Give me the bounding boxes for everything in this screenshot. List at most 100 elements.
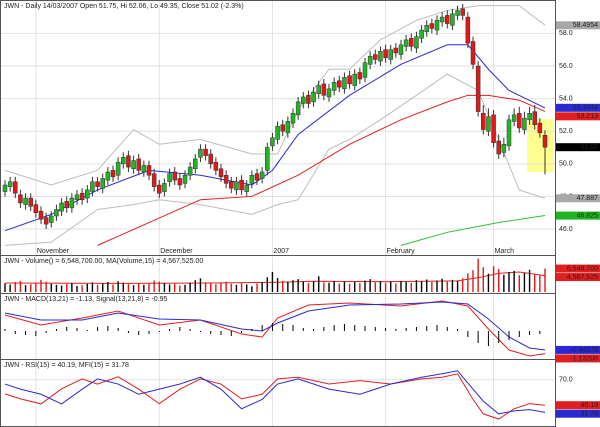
volume-bar [30,284,32,292]
volume-bar [462,278,464,292]
indicator-line [97,94,546,246]
value-label: 58.4954 [573,22,598,29]
y-tick-label: 52.0 [559,128,573,135]
candle-body [254,173,260,181]
candle-body [64,201,69,209]
candle-body [429,23,435,29]
volume-bar [369,279,371,292]
candle-body [398,44,404,55]
candle-body [177,178,183,186]
volume-bar [45,281,47,292]
volume-bar [138,283,140,292]
volume-bar [323,282,325,292]
volume-bar [534,274,536,292]
volume-bar [19,280,22,292]
candle-body [522,117,527,130]
value-label-box [556,264,600,273]
volume-bar [426,279,428,292]
volume-bar [71,283,73,292]
candle-body [182,174,188,184]
value-label: -0.94578 [570,347,598,354]
candle-body [13,181,18,194]
volume-bar [91,282,94,292]
volume-bar [390,281,392,292]
volume-bar [127,284,130,292]
indicator-line [4,373,546,420]
volume-bar [446,281,448,292]
indicator-line [4,271,546,284]
candle-body [352,73,357,86]
candle-body [424,24,429,32]
volume-bar [338,283,340,292]
volume-bar [40,279,42,292]
candle-body [213,161,219,171]
value-label-box [556,354,600,363]
volume-bar [174,283,176,292]
candle-body [501,144,507,153]
candle-body [223,174,229,184]
volume-bar [318,276,320,292]
x-tick-label: November [37,248,70,255]
candle-body [403,39,409,47]
volume-bar [297,279,299,292]
indicator-line [400,215,546,246]
volume-bar [307,283,310,292]
candle-body [33,204,39,214]
value-label-box [556,194,600,203]
candle-body [362,62,368,78]
candle-body [23,197,28,205]
y-tick-label: 56.0 [559,63,573,70]
y-tick-label: 46.0 [559,226,573,233]
value-label: 51.02 [580,144,598,151]
candle-body [295,101,301,116]
value-label: 40.19 [580,402,598,409]
value-label-box [556,401,600,410]
volume-bar [189,282,191,292]
candle-body [280,124,285,132]
x-tick-label: December [160,248,193,255]
volume-bar [292,280,294,292]
candle-body [527,113,532,121]
volume-bar [405,281,407,292]
candle-body [511,114,517,122]
candle-body [439,16,445,23]
volume-bar [276,278,279,292]
candle-body [239,179,244,191]
candle-body [18,194,23,204]
candle-body [28,197,33,207]
volume-bar [441,278,443,292]
candle-body [203,148,208,156]
volume-bar [117,281,119,292]
value-label: 31.78 [580,411,598,418]
candle-body [218,168,224,178]
volume-bar [96,284,99,292]
volume-bar [451,279,454,292]
volume-bar [153,280,155,292]
candle-body [167,173,172,183]
candle-body [486,116,491,132]
volume-bar [66,284,68,292]
candle-body [445,15,450,24]
volume-bar [271,271,274,292]
volume-bar [467,273,469,292]
candle-body [208,153,213,165]
x-tick-label: March [495,248,515,255]
candle-body [388,49,393,60]
y-tick-label: 58.0 [559,30,573,37]
value-label: 47.887 [577,195,599,202]
y-tick-label: 50.0 [559,161,573,168]
value-label-box [556,112,600,121]
indicator-line [4,44,546,232]
volume-bar [384,282,387,292]
volume-bar [240,283,243,292]
volume-bar [246,284,248,292]
volume-bar [354,281,356,292]
volume-bar [482,267,484,292]
volume-bar [472,270,474,292]
volume-bar [55,284,58,292]
candle-body [290,113,296,124]
candle-body [198,148,203,158]
candle-body [244,184,249,192]
candle-body [470,41,476,65]
volume-bar [194,280,196,292]
